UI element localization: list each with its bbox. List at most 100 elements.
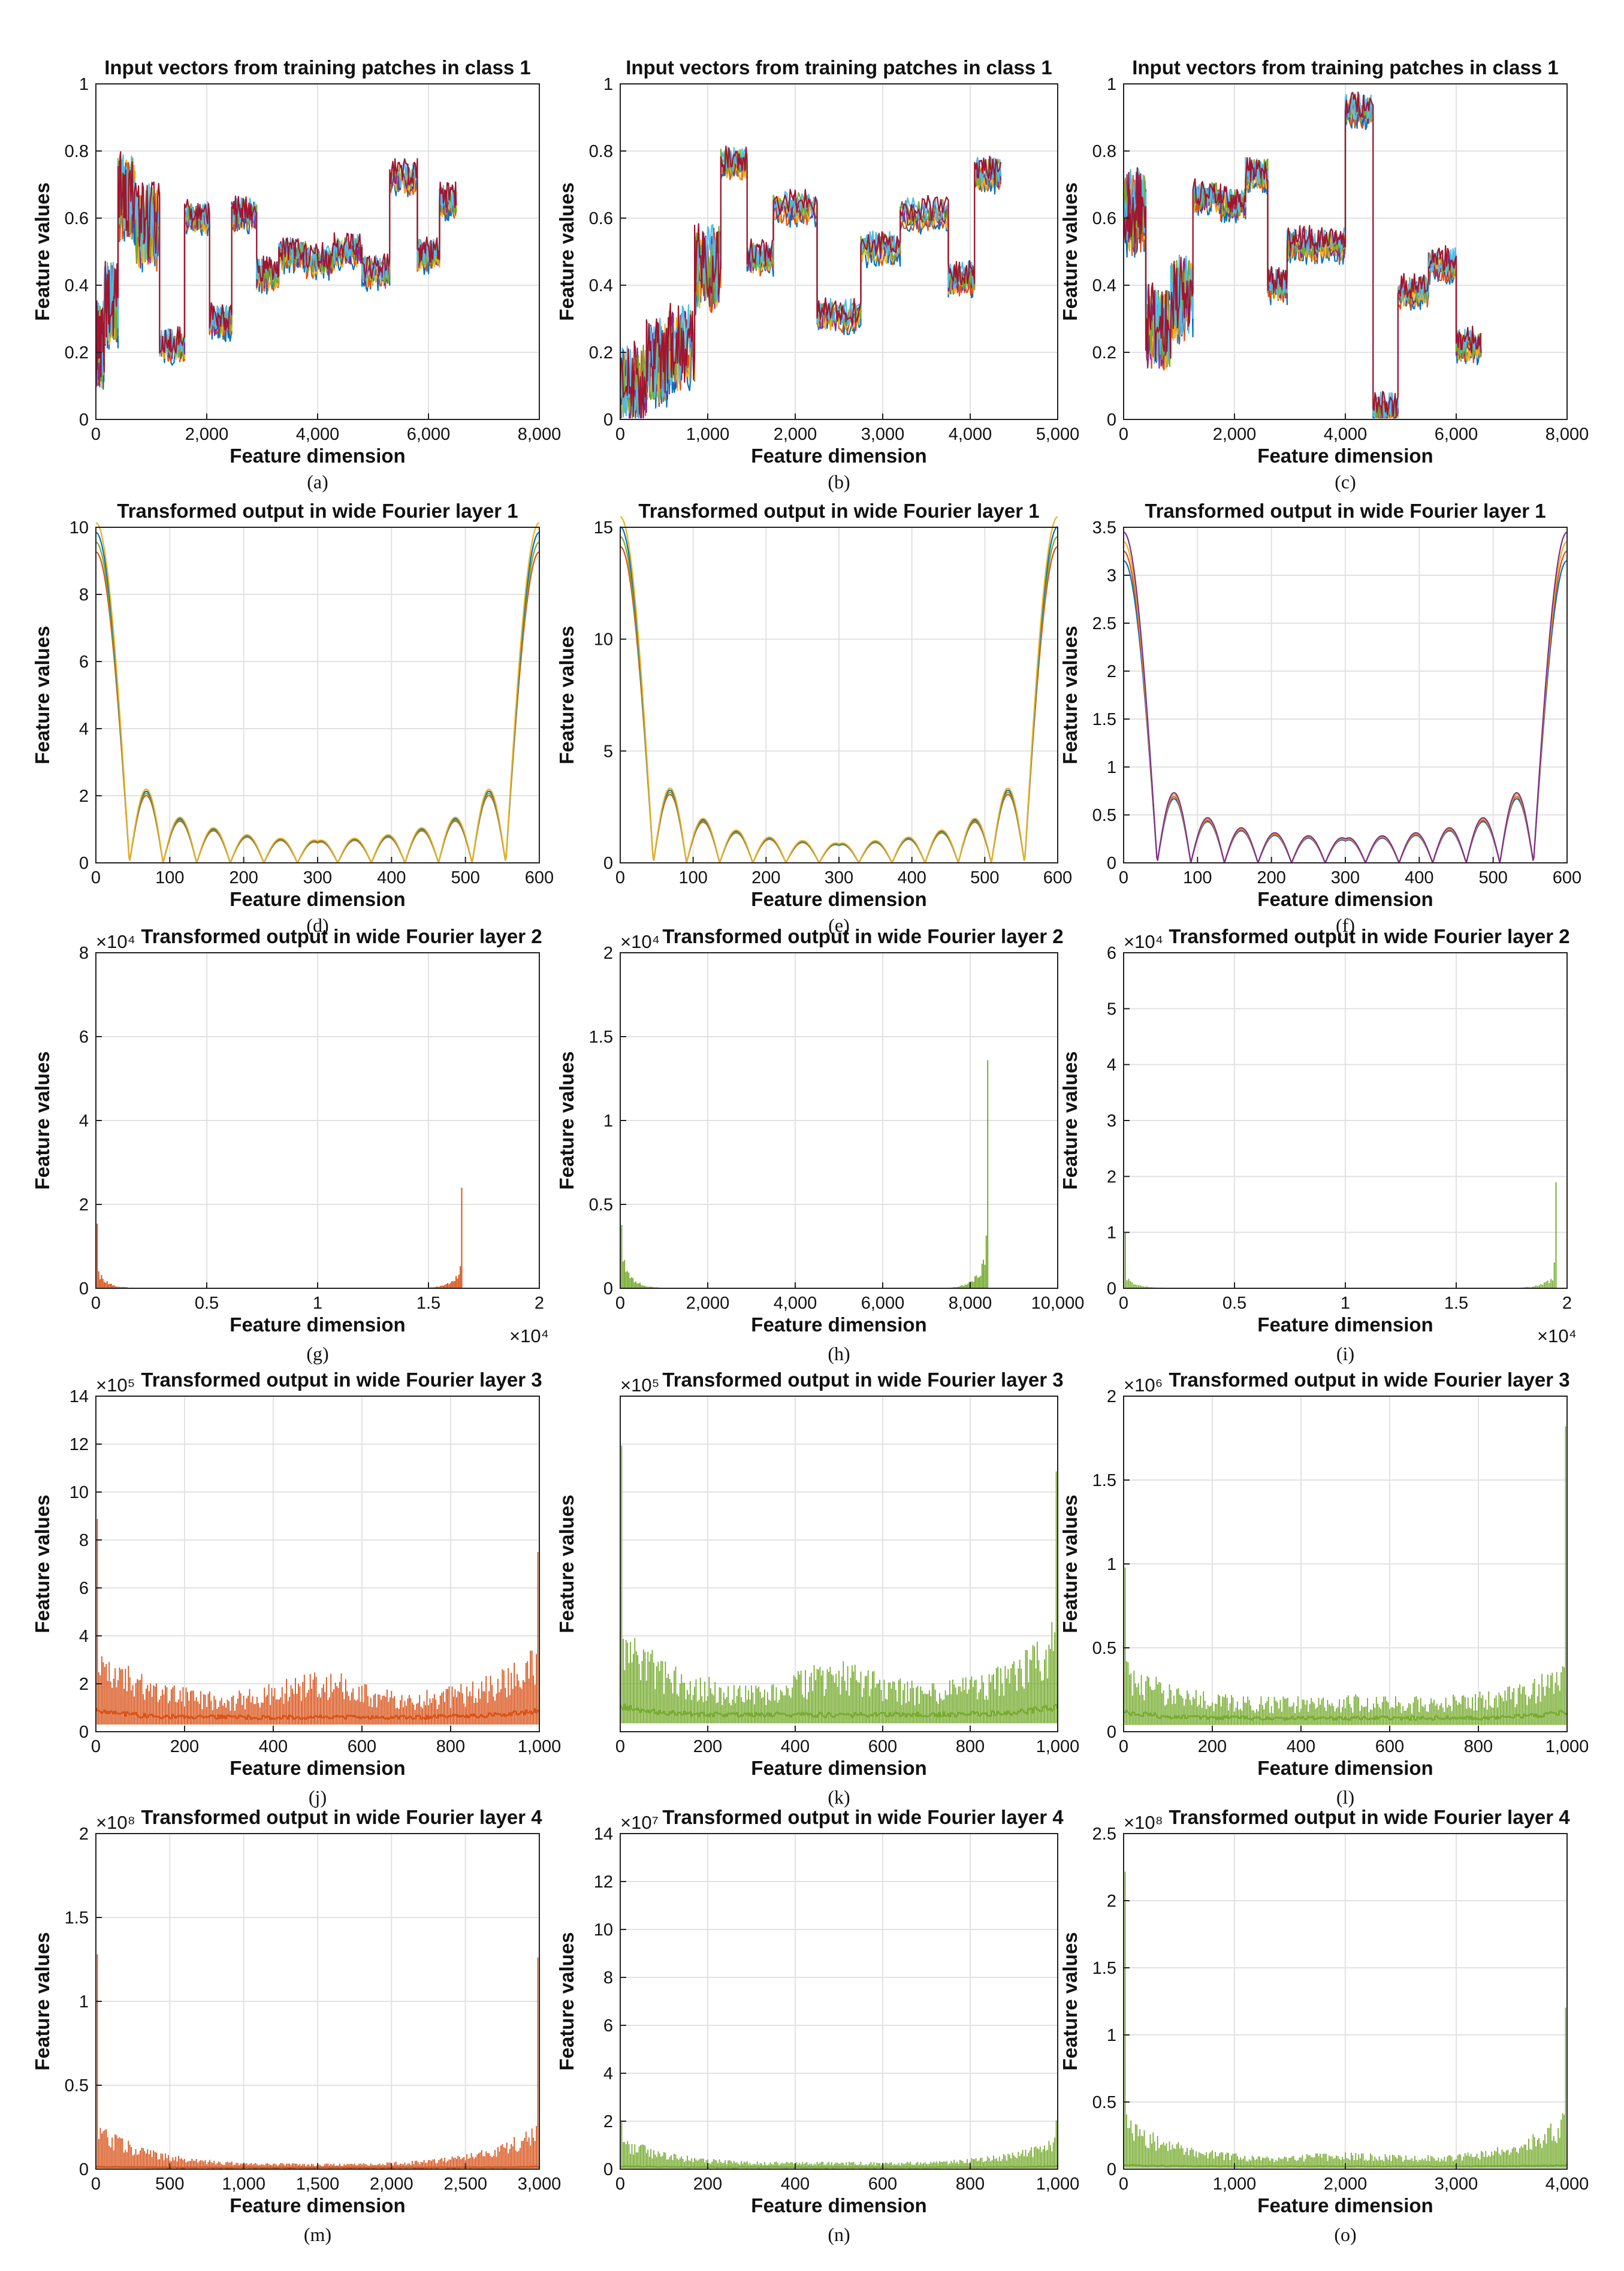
y-axis-label: Feature values xyxy=(556,1494,578,1633)
y-tick-label: 1 xyxy=(1107,758,1116,777)
y-tick-label: 4 xyxy=(603,2064,613,2083)
x-tick-label: 1,000 xyxy=(1213,2175,1257,2194)
y-tick-label: 1.5 xyxy=(1092,1959,1116,1978)
x-axis-label: Feature dimension xyxy=(230,888,405,910)
panel-a: 0 2,000 4,000 6,000 8,000 0 0.2 0.4 0.6 0.8 1 Input… xyxy=(31,56,561,493)
panel-j: 0 200 400 600 800 1,000 0 2 4 6 8 10 12 14 ×10⁵ Transfo… xyxy=(31,1369,561,1808)
x-axis-label: Feature dimension xyxy=(230,2194,405,2216)
panel-b: 0 1,000 2,000 3,000 4,000 5,000 0 0.2 0.4 0.6 0.8 1… xyxy=(556,56,1079,493)
subfigure-label: (e) xyxy=(828,914,850,936)
x-tick-label: 2,000 xyxy=(686,1294,730,1313)
x-tick-label: 600 xyxy=(1375,1737,1404,1756)
data-series xyxy=(1123,531,1568,863)
y-axis-label: Feature values xyxy=(1059,1494,1081,1633)
x-tick-label: 2,500 xyxy=(443,2175,487,2194)
x-tick-label: 1 xyxy=(1341,1294,1350,1313)
x-tick-label: 200 xyxy=(170,1737,199,1756)
y-tick-label: 1 xyxy=(1107,2026,1116,2045)
y-tick-label: 1 xyxy=(1107,75,1116,94)
x-axis-label: Feature dimension xyxy=(1257,888,1433,910)
y-tick-label: 1 xyxy=(1107,1224,1116,1243)
grid xyxy=(620,527,1058,863)
y-axis-label: Feature values xyxy=(556,182,578,321)
y-axis-label: Feature values xyxy=(556,626,578,764)
y-tick-label: 2 xyxy=(79,1825,89,1844)
panel-l: 0 200 400 600 800 1,000 0 0.5 1 1.5 2 ×10⁶ Transform… xyxy=(1059,1369,1589,1808)
x-tick-label: 4,000 xyxy=(296,425,340,444)
x-tick-label: 500 xyxy=(451,868,479,887)
y-axis-label: Feature values xyxy=(31,1932,53,2070)
x-axis-label: Feature dimension xyxy=(230,1313,405,1336)
y-tick-label: 10 xyxy=(594,630,613,650)
panel-h: 0 2,000 4,000 6,000 8,000 10,000 0 0.5 1 1.5 2 ×10⁴… xyxy=(556,925,1084,1364)
y-axis-label: Feature values xyxy=(1059,1932,1081,2070)
y-tick-label: 1.5 xyxy=(65,1908,89,1928)
x-tick-label: 100 xyxy=(155,868,184,887)
y-tick-label: 2 xyxy=(603,944,613,963)
series-line xyxy=(95,522,540,863)
grid xyxy=(620,1396,1058,1732)
y-tick-label: 0.5 xyxy=(65,2076,89,2095)
x-tick-label: 6,000 xyxy=(407,425,451,444)
x-tick-label: 300 xyxy=(303,868,332,887)
y-tick-label: 0.2 xyxy=(589,343,613,363)
y-tick-label: 2 xyxy=(1107,1892,1116,1911)
y-tick-label: 3 xyxy=(1107,566,1116,585)
y-tick-label: 4 xyxy=(79,1112,89,1131)
x-exponent-label: ×10⁴ xyxy=(509,1325,549,1346)
x-tick-label: 500 xyxy=(1478,868,1507,887)
y-tick-label: 0 xyxy=(603,410,613,430)
y-tick-label: 0.5 xyxy=(1092,806,1116,825)
x-tick-label: 400 xyxy=(781,1737,810,1756)
chart-title: Transformed output in wide Fourier layer… xyxy=(1145,500,1545,522)
y-tick-label: 0.4 xyxy=(1092,276,1116,295)
x-axis-label: Feature dimension xyxy=(751,888,926,910)
y-tick-label: 2 xyxy=(1107,1387,1116,1406)
x-tick-label: 0 xyxy=(91,1737,101,1756)
chart-title: Input vectors from training patches in c… xyxy=(104,56,531,78)
y-tick-label: 0 xyxy=(603,1279,613,1298)
x-tick-label: 0 xyxy=(91,1294,101,1313)
subfigure-label: (g) xyxy=(306,1343,328,1364)
y-exponent-label: ×10⁴ xyxy=(1124,931,1163,952)
x-tick-label: 1 xyxy=(313,1294,322,1313)
x-tick-label: 400 xyxy=(781,2175,810,2194)
subfigure-label: (k) xyxy=(828,1786,850,1808)
y-exponent-label: ×10⁷ xyxy=(620,1812,659,1833)
y-axis-label: Feature values xyxy=(556,1051,578,1189)
x-tick-label: 1,500 xyxy=(296,2175,340,2194)
x-tick-label: 400 xyxy=(897,868,926,887)
y-tick-label: 0 xyxy=(79,1723,89,1742)
y-tick-label: 0.4 xyxy=(589,276,613,295)
x-tick-label: 200 xyxy=(1198,1737,1227,1756)
x-tick-label: 200 xyxy=(693,1737,722,1756)
y-tick-label: 1 xyxy=(1107,1555,1116,1574)
y-tick-label: 0 xyxy=(79,1279,89,1298)
x-tick-label: 600 xyxy=(1553,868,1581,887)
panel-o: 0 1,000 2,000 3,000 4,000 0 0.5 1 1.5 2 2.5 ×10⁸ Tra… xyxy=(1059,1806,1589,2245)
y-tick-label: 2 xyxy=(1107,662,1116,681)
plot-area xyxy=(620,1834,1058,2169)
chart-title: Transformed output in wide Fourier layer… xyxy=(662,1369,1063,1391)
x-tick-label: 2 xyxy=(535,1294,544,1313)
y-exponent-label: ×10⁵ xyxy=(96,1375,135,1396)
y-tick-label: 1.5 xyxy=(1092,710,1116,729)
y-tick-label: 14 xyxy=(70,1387,89,1406)
x-axis-label: Feature dimension xyxy=(1257,1313,1433,1336)
y-exponent-label: ×10⁴ xyxy=(96,931,135,952)
y-tick-label: 14 xyxy=(594,1825,613,1844)
axes-box xyxy=(620,1396,1058,1732)
x-tick-label: 4,000 xyxy=(1324,425,1368,444)
data-series xyxy=(620,2118,1058,2169)
panel-f: 0 100 200 300 400 500 600 0 0.5 1 1.5 2 2.5 3 3.5 Trans… xyxy=(1059,500,1581,936)
series-floor xyxy=(620,2165,1058,2169)
x-tick-label: 5,000 xyxy=(1036,425,1080,444)
y-tick-label: 3 xyxy=(1107,1112,1116,1131)
y-tick-label: 12 xyxy=(70,1435,89,1454)
subfigure-label: (h) xyxy=(828,1343,850,1364)
panel-m: 0 500 1,000 1,500 2,000 2,500 3,000 0 0.5 1 1.5 2 ×1… xyxy=(31,1806,561,2245)
x-axis-label: Feature dimension xyxy=(230,445,405,467)
x-tick-label: 400 xyxy=(1405,868,1433,887)
x-tick-label: 8,000 xyxy=(518,425,562,444)
